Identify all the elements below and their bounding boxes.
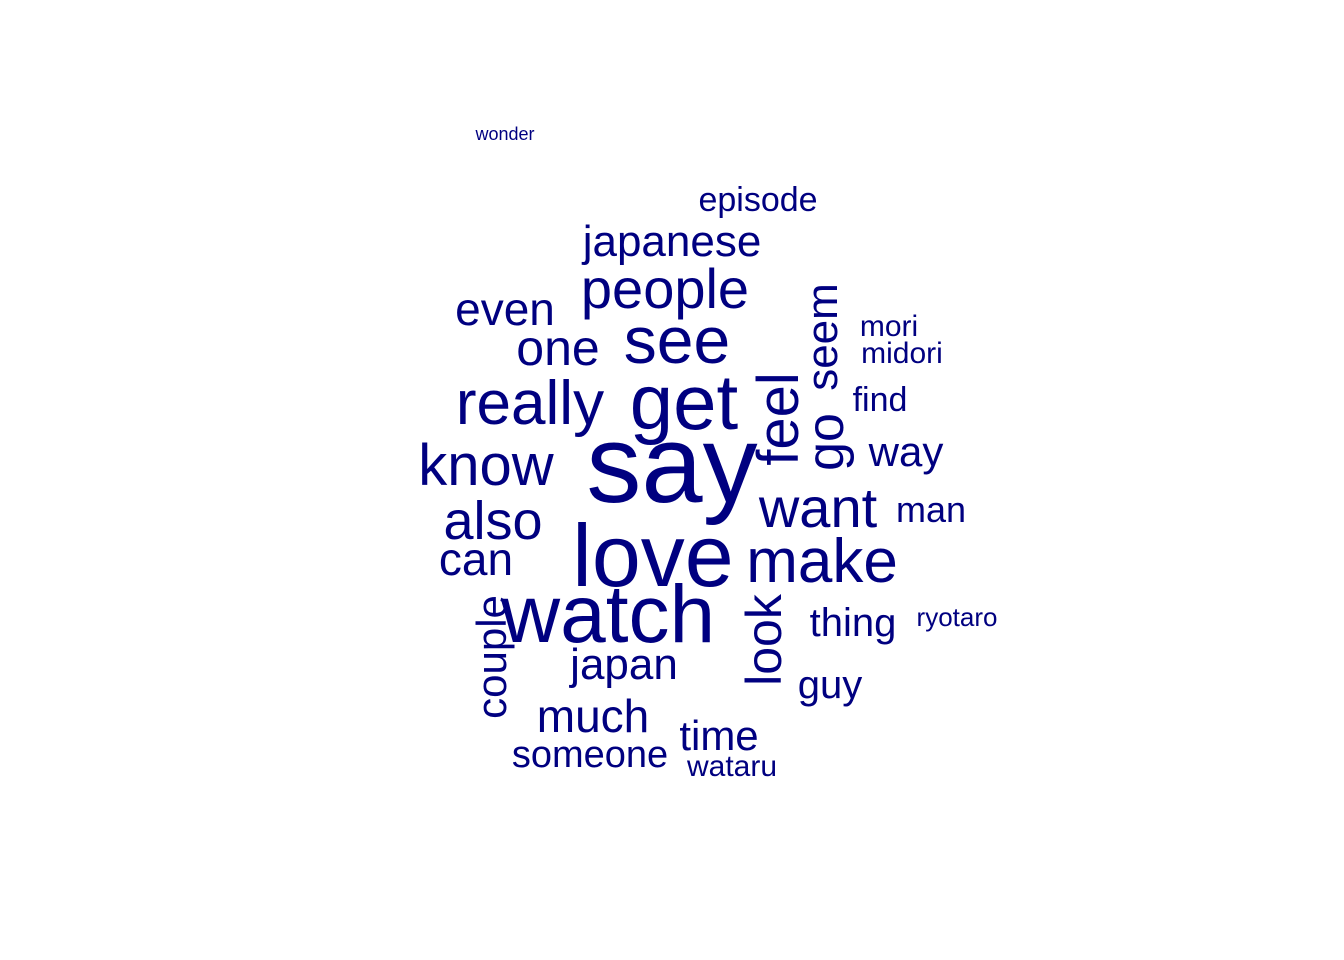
word-couple: couple (468, 595, 515, 719)
word-wataru: wataru (686, 750, 778, 783)
word-seem: seem (798, 283, 847, 391)
word-want: want (758, 476, 878, 539)
word-much: much (536, 690, 650, 742)
word-episode: episode (698, 181, 818, 219)
word-time: time (679, 712, 759, 759)
word-find: find (852, 381, 908, 419)
word-even: even (455, 283, 555, 335)
word-say: say (586, 403, 758, 526)
word-way: way (868, 428, 944, 475)
word-japanese: japanese (582, 217, 762, 266)
word-see: see (623, 303, 731, 377)
word-mori: mori (859, 310, 919, 343)
word-know: know (418, 433, 554, 498)
word-wonder: wonder (475, 124, 535, 144)
word-one: one (516, 320, 600, 376)
word-guy: guy (797, 663, 863, 707)
word-can: can (438, 533, 514, 585)
word-people: people (580, 257, 750, 320)
word-love: love (572, 506, 734, 605)
word-midori: midori (861, 337, 943, 370)
word-man: man (895, 489, 967, 530)
word-make: make (746, 527, 898, 596)
word-thing: thing (809, 601, 897, 645)
word-look: look (736, 594, 792, 686)
word-ryotaro: ryotaro (916, 602, 998, 632)
word-really: really (455, 369, 605, 438)
word-also: also (443, 491, 543, 551)
word-someone: someone (511, 734, 669, 776)
word-go: go (797, 413, 855, 471)
word-japan: japan (570, 640, 678, 689)
word-watch: watch (500, 569, 716, 660)
word-get: get (629, 358, 739, 446)
